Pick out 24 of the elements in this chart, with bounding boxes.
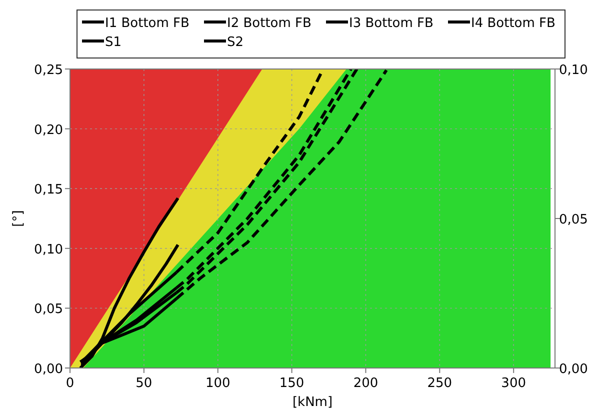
y-tick-label: 0,25: [34, 63, 63, 78]
y-axis-title: [°]: [11, 210, 26, 227]
x-tick-label: 150: [279, 376, 304, 391]
x-tick-label: 50: [136, 376, 152, 391]
x-tick-label: 250: [427, 376, 452, 391]
legend-label: I4 Bottom FB: [471, 16, 556, 31]
x-axis-title: [kNm]: [292, 395, 333, 410]
legend-label: I3 Bottom FB: [349, 16, 434, 31]
x-tick-label: 300: [501, 376, 526, 391]
y-tick-label: 0,00: [34, 362, 63, 377]
x-tick-label: 100: [205, 376, 230, 391]
y2-tick-label: 0,00: [559, 362, 588, 377]
y2-tick-label: 0,05: [559, 212, 588, 228]
legend-label: I2 Bottom FB: [227, 16, 312, 31]
x-tick-label: 200: [353, 376, 378, 391]
y-tick-label: 0,05: [34, 302, 63, 318]
legend-label: S2: [227, 35, 244, 50]
x-tick-label: 0: [66, 376, 74, 391]
legend-label: I1 Bottom FB: [105, 16, 190, 31]
y2-tick-label: 0,10: [559, 63, 588, 78]
y-tick-label: 0,10: [34, 242, 63, 258]
legend-label: S1: [105, 35, 122, 50]
y-tick-label: 0,15: [34, 182, 63, 198]
y-tick-label: 0,20: [34, 122, 63, 138]
